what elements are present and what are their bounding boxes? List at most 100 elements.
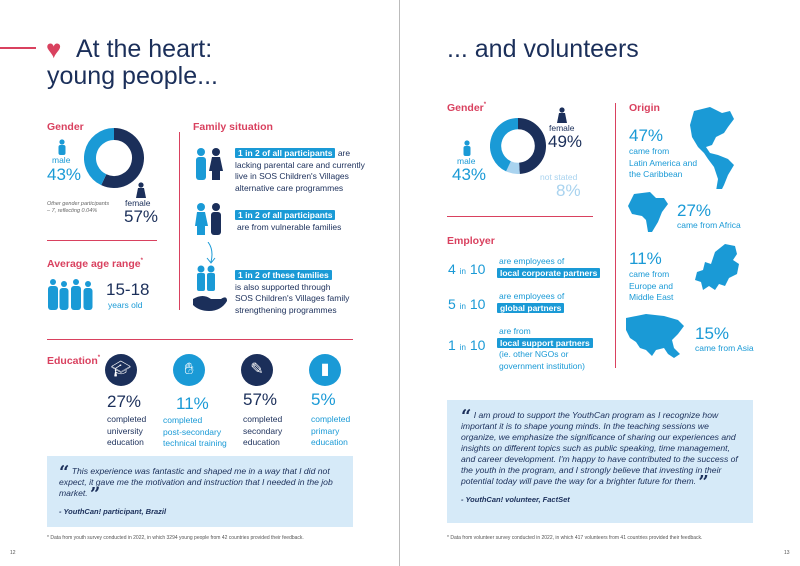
education-text: education xyxy=(311,437,348,447)
ratio-n: 1 xyxy=(448,337,456,353)
education-text: education xyxy=(243,437,280,447)
education-text: education xyxy=(107,437,144,447)
family-row-3: 1 in 2 of these families is also support… xyxy=(235,270,349,316)
title-rule xyxy=(0,47,36,49)
page-number: 13 xyxy=(784,550,790,556)
employer-ratio: 1 in 10 xyxy=(448,337,485,356)
education-text: completed xyxy=(243,414,283,424)
origin-text: Europe and xyxy=(629,280,673,291)
age-range: 15-18 xyxy=(106,280,150,299)
origin-item: 27% came from Africa xyxy=(677,202,741,232)
education-pct: 27% xyxy=(107,392,142,411)
gender-heading-text: Gender xyxy=(447,102,484,114)
male-percent: 43% xyxy=(452,165,487,184)
vertical-divider xyxy=(615,103,616,368)
heart-icon: ♥ xyxy=(46,34,62,64)
close-quote-icon: ” xyxy=(90,484,101,505)
ratio-d: 10 xyxy=(469,261,486,277)
highlight-label: global partners xyxy=(497,302,565,313)
highlight-label: 1 in 2 of all participants xyxy=(235,210,336,220)
origin-text: the Caribbean xyxy=(629,169,683,179)
female-label: female xyxy=(549,123,575,133)
ratio-n: 5 xyxy=(448,296,456,312)
male-icon xyxy=(58,139,66,155)
education-item: 11% completed post-secondary technical trai… xyxy=(163,395,227,450)
education-pct: 5% xyxy=(311,390,336,409)
employer-ratio: 4 in 10 xyxy=(448,261,485,280)
not-stated-label: not stated xyxy=(540,172,578,182)
footnote: * Data from youth survey conducted in 20… xyxy=(47,535,304,541)
quote-author: - YouthCan! participant, Brazil xyxy=(59,507,167,516)
quote-author: - YouthCan! volunteer, FactSet xyxy=(461,495,570,504)
divider xyxy=(47,240,157,241)
not-stated-segment xyxy=(506,161,520,174)
family-text: lacking parental care and currently xyxy=(235,159,365,170)
employer-post: government institution) xyxy=(499,360,585,371)
page-title-line2: young people... xyxy=(47,62,218,90)
arrow-down-icon xyxy=(206,242,216,264)
origin-item: 15% came from Asia xyxy=(695,325,754,355)
origin-text: came from xyxy=(629,146,670,156)
education-heading-text: Education xyxy=(47,355,98,367)
family-text: is also supported through xyxy=(235,281,331,292)
family-text: are xyxy=(335,148,351,158)
graduation-cap-icon: 🎓︎ xyxy=(105,354,137,386)
page-title: ... and volunteers xyxy=(447,35,639,63)
child-and-caregiver-icon xyxy=(196,148,223,180)
technician-icon: ✋︎ xyxy=(173,354,205,386)
europe-map-icon xyxy=(695,244,739,290)
education-pct: 57% xyxy=(243,390,278,409)
student-desk-icon: ✎ xyxy=(241,354,273,386)
page-title: At the heart: xyxy=(76,35,213,63)
employer-text: are employees of local corporate partners xyxy=(497,256,601,279)
male-segment xyxy=(84,128,115,186)
female-segment xyxy=(517,118,546,174)
family-text: SOS Children's Villages family xyxy=(235,293,350,303)
origin-text: came from Africa xyxy=(677,220,741,230)
family-text: are from vulnerable families xyxy=(237,221,342,232)
employer-pre: are from xyxy=(499,326,531,336)
origin-text: Middle East xyxy=(629,292,674,302)
gender-heading: Gender xyxy=(47,121,84,133)
education-text: primary xyxy=(311,425,340,436)
family-row-1: 1 in 2 of all participants are lacking p… xyxy=(235,148,390,194)
origin-text: Latin America and xyxy=(629,157,698,168)
female-percent: 49% xyxy=(548,132,583,151)
family-text: live in SOS Children's Villages xyxy=(235,171,349,181)
origin-pct: 15% xyxy=(695,324,730,343)
other-gender-note: Other gender participants – 7, reflecting… xyxy=(47,201,109,215)
origin-pct: 47% xyxy=(629,126,664,145)
education-text: completed xyxy=(311,414,351,424)
education-text: completed xyxy=(107,414,147,424)
origin-text: came from xyxy=(629,269,670,279)
book-icon: ▮ xyxy=(309,354,341,386)
participant-quote: “ This experience was fantastic and shap… xyxy=(47,456,353,527)
divider xyxy=(447,216,593,217)
close-quote-icon: ” xyxy=(698,472,709,493)
male-label: male xyxy=(457,156,476,166)
female-percent: 57% xyxy=(124,207,159,226)
family-row-2: 1 in 2 of all participants are from vuln… xyxy=(235,210,341,233)
children-icon xyxy=(195,203,221,235)
education-text: secondary xyxy=(243,425,283,436)
origin-heading: Origin xyxy=(629,102,660,114)
education-text: post-secondary xyxy=(163,426,222,437)
education-text: technical training xyxy=(163,438,227,448)
footnote: * Data from volunteer survey conducted i… xyxy=(447,535,703,541)
highlight-label: 1 in 2 of these families xyxy=(235,270,332,280)
highlight-label: local support partners xyxy=(497,337,593,348)
employer-text: are from local support partners (ie. other… xyxy=(497,326,593,372)
education-item: 27% completed university education xyxy=(107,393,146,449)
africa-map-icon xyxy=(628,192,668,232)
volunteer-quote: “ I am proud to support the YouthCan pro… xyxy=(447,400,753,523)
male-segment xyxy=(490,118,519,172)
employer-heading: Employer xyxy=(447,235,495,247)
age-unit: years old xyxy=(108,300,143,310)
education-item: 57% completed secondary education xyxy=(243,391,282,449)
note-line: Other gender participants xyxy=(47,201,110,207)
ratio-in: in xyxy=(459,267,466,276)
origin-item: 11% came from Europe and Middle East xyxy=(629,250,673,304)
open-quote-icon: “ xyxy=(59,462,70,483)
age-heading-text: Average age range xyxy=(47,258,141,270)
gender-donut-chart xyxy=(84,128,144,188)
